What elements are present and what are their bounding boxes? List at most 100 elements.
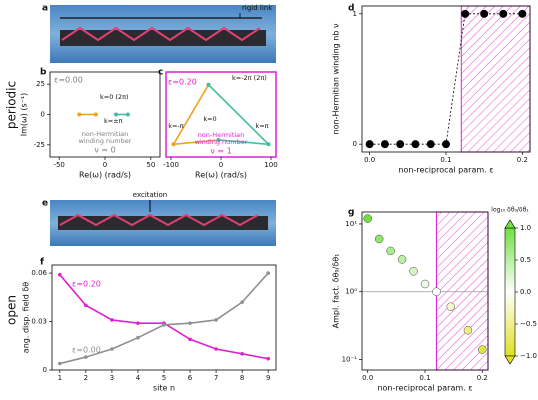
point (114, 112, 118, 117)
x-axis-label: Re(ω) (rad/s) (79, 171, 131, 180)
point (432, 287, 441, 296)
shaded-region (460, 5, 531, 153)
point (480, 9, 489, 18)
colorbar (504, 227, 516, 357)
label: excitation (133, 191, 167, 199)
point (266, 142, 271, 147)
point (58, 361, 62, 366)
series-label: ε=0.20 (72, 280, 101, 289)
y-tick-label: 10⁰ (345, 288, 357, 296)
y-tick-label: 0 (43, 366, 47, 374)
x-tick-label: 3 (110, 374, 114, 382)
point (77, 112, 82, 117)
point (171, 142, 176, 147)
x-tick-label: 0.2 (517, 156, 528, 164)
x-tick-label: 0 (103, 161, 107, 169)
y-tick-label: 0 (41, 111, 45, 119)
label: rigid link (242, 4, 273, 12)
photo-e (50, 200, 276, 246)
colorbar-tick-label: 1.0 (520, 224, 531, 232)
point (409, 267, 418, 276)
x-tick-label: 5 (162, 374, 166, 382)
row-label: periodic (5, 81, 19, 129)
y-tick-label: 0.06 (31, 269, 47, 277)
point (188, 321, 192, 325)
x-axis-label: non-reciprocal param. ε (398, 166, 493, 175)
point (478, 345, 487, 354)
y-tick-label: 0 (353, 140, 357, 148)
point (397, 255, 407, 264)
point (136, 335, 140, 340)
panel: -100 0 100 Re(ω) (rad/s) ε=0.20 k=-2π (2π) k=0… (163, 71, 278, 180)
x-tick-label: 7 (214, 374, 218, 382)
point (420, 279, 430, 289)
point (266, 356, 270, 361)
point (463, 326, 473, 335)
x-tick-label: 8 (240, 374, 244, 382)
y-axis-label: Im(ω) (s⁻¹) (20, 93, 29, 136)
panel-letter: c (158, 68, 163, 78)
x-tick-label: 1 (58, 374, 62, 382)
panel: 0.0 0.1 0.2 0 1 non-reciprocal param. ε non-He… (332, 5, 531, 175)
panel-letter: e (42, 199, 48, 209)
point (442, 140, 450, 149)
annotation: k=-2π (2π) (232, 74, 267, 82)
annotation: k=π (255, 122, 268, 130)
annotation: ε=0.20 (168, 78, 197, 87)
annotation: non-Hermitian (82, 130, 129, 138)
point (93, 112, 98, 117)
point (240, 300, 244, 304)
colorbar-cap (504, 355, 516, 365)
y-axis-label: ang. disp. field δθ (22, 282, 31, 353)
annotation: winding number (79, 137, 132, 145)
annotation: k=-π (168, 122, 184, 130)
annotation: k=0 (2π) (100, 93, 129, 101)
x-tick-label: -100 (163, 161, 179, 169)
x-tick-label: -50 (53, 161, 64, 169)
point (162, 322, 166, 327)
annotation: ν = 0 (94, 146, 115, 155)
point (461, 9, 470, 18)
point (188, 337, 192, 342)
row-label: open (5, 295, 19, 325)
colorbar-label: log₁₀ δθ₉/δθ₁ (491, 207, 529, 214)
y-tick-label: -25 (34, 141, 45, 149)
x-axis-label: Re(ω) (rad/s) (195, 171, 247, 180)
y-axis-label: non-Hermitian winding nb ν (332, 23, 341, 134)
point (386, 246, 395, 256)
point (240, 352, 244, 356)
point (110, 347, 114, 351)
point (446, 302, 456, 312)
photo-a (50, 5, 276, 63)
panel: -50 0 50 -25 0 25 Re(ω) (rad/s) Im(ω) (s⁻¹) ε=0.… (20, 71, 161, 180)
point (365, 140, 374, 149)
panel-letter: d (348, 4, 354, 14)
panel-letter: g (348, 208, 354, 218)
x-tick-label: 0 (219, 161, 223, 169)
point (110, 318, 114, 322)
series-line (369, 13, 523, 145)
point (363, 214, 372, 223)
x-axis-label: non-reciprocal param. ε (377, 384, 472, 393)
annotation: winding number (195, 138, 248, 146)
x-tick-label: 0.0 (362, 374, 373, 382)
x-tick-label: 0.1 (419, 374, 430, 382)
x-tick-label: 0.0 (364, 156, 375, 164)
point (411, 140, 420, 149)
point (58, 272, 62, 277)
point (426, 140, 435, 149)
colorbar-tick-label: 0.5 (520, 256, 531, 264)
annotation: k=0 (203, 115, 216, 123)
x-tick-label: 100 (264, 161, 277, 169)
point (499, 9, 508, 18)
point (136, 321, 140, 325)
panel-letter: a (42, 4, 48, 14)
point (206, 82, 211, 87)
x-tick-label: 0.1 (440, 156, 451, 164)
point (84, 355, 88, 359)
point (84, 303, 88, 308)
panel: 1 2 3 4 5 6 7 8 9 0 0.03 0.06 site n ang. disp. field… (22, 264, 277, 393)
y-tick-label: 1 (353, 10, 357, 18)
point (518, 9, 527, 18)
point (266, 271, 270, 275)
